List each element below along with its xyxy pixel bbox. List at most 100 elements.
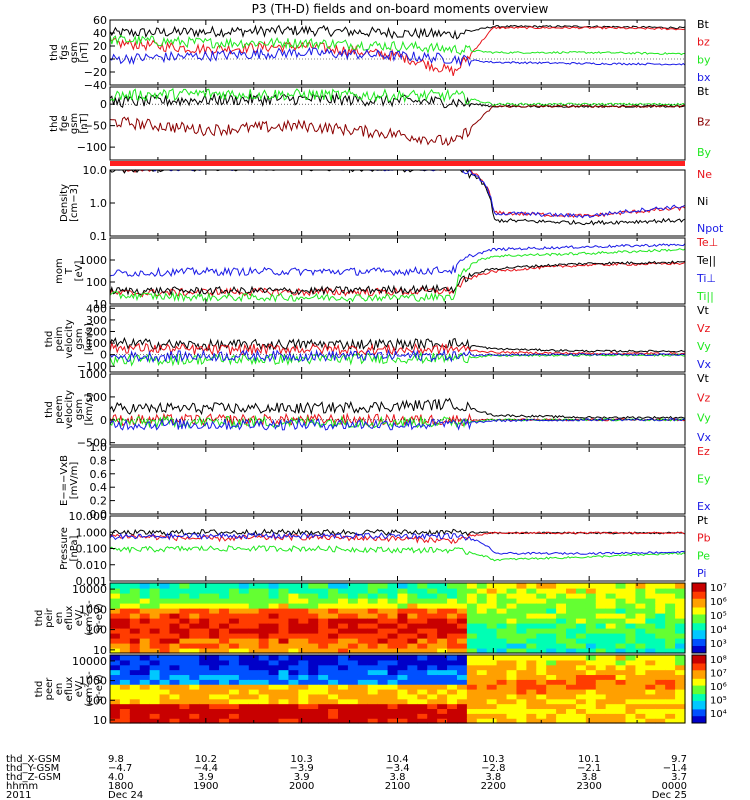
spectrogram-cell [397,598,409,604]
x-tick-value: Dec 24 [108,790,143,800]
spectrogram-cell [486,664,498,671]
spectrogram-cell [268,618,280,624]
spectrogram-cell [219,643,230,649]
spectrogram-cell [506,664,518,671]
spectrogram-cell [675,613,686,619]
spectrogram-cell [179,679,190,685]
spectrogram-cell [675,659,686,666]
spectrogram-cell [129,664,141,671]
spectrogram-cell [496,698,508,705]
spectrogram-cell [506,618,518,624]
spectrogram-cell [546,593,557,599]
spectrogram-cell [407,674,418,680]
spectrogram-cell [595,648,607,654]
spectrogram-cell [595,664,607,671]
spectrogram-cell [377,603,389,609]
spectrogram-cell [209,613,220,619]
spectrogram-cell [278,655,290,661]
spectrogram-cell [149,618,161,624]
y-tick-label: 0.100 [76,543,108,556]
spectrogram-cell [387,583,399,589]
colorbar-segment [692,628,706,631]
spectrogram-cell [466,674,478,680]
spectrogram-cell [139,638,151,644]
y-tick-label: 1.000 [76,526,108,539]
spectrogram-cell [228,648,240,654]
spectrogram-cell [417,603,428,609]
spectrogram-cell [427,713,438,719]
spectrogram-cell [189,623,200,629]
colorbar-segment [692,611,706,614]
spectrogram-cell [159,659,171,666]
spectrogram-cell [149,674,161,680]
spectrogram-cell [675,633,686,639]
spectrogram-cell [655,713,666,719]
y-tick-label: 10.0 [83,164,108,177]
x-row-label: thd_Z-GSM [6,772,61,783]
spectrogram-cell [675,623,686,629]
spectrogram-cell [595,628,607,634]
spectrogram-cell [189,648,200,654]
colorbar-segment [692,609,706,612]
spectrogram-cell [437,588,448,594]
spectrogram-cell [288,659,299,666]
spectrogram-cell [328,674,339,680]
spectrogram-cell [298,608,309,614]
spectrogram-cell [129,623,141,629]
spectrogram-cell [219,684,230,690]
spectrogram-cell [506,684,518,690]
spectrogram-cell [417,618,428,624]
series-line-Vx [109,416,686,431]
spectrogram-cell [278,593,290,599]
spectrogram-cell [675,628,686,634]
spectrogram-cell [635,638,646,644]
spectrogram-cell [556,613,567,619]
y-axis-title-line: [eV] [74,261,85,282]
spectrogram-cell [377,598,389,604]
spectrogram-cell [655,593,666,599]
spectrogram-cell [377,684,389,690]
spectrogram-cell [506,613,518,619]
spectrogram-cell [169,648,180,654]
spectrogram-cell [566,703,577,710]
spectrogram-cell [357,618,369,624]
colorbar-segment [692,632,706,635]
spectrogram-cell [605,708,617,714]
spectrogram-cell [110,608,121,614]
spectrogram-cell [407,598,418,604]
spectrogram-cell [466,669,478,676]
spectrogram-cell [139,718,151,724]
y-axis-title-line: peer [44,677,55,701]
spectrogram-cell [427,613,438,619]
spectrogram-cell [605,684,617,690]
spectrogram-cell [268,598,280,604]
panel-8: PtPbPePi10.0001.0000.1000.0100.001Pressu… [59,510,711,588]
spectrogram-cell [526,603,537,609]
x-tick-value: −3.4 [385,763,409,774]
spectrogram-cell [308,608,319,614]
spectrogram-cell [546,613,557,619]
spectrogram-cell [328,718,339,724]
spectrogram-cell [496,633,508,639]
spectrogram-cell [278,689,290,695]
spectrogram-cell [387,633,399,639]
spectrogram-cell [575,618,587,624]
spectrogram-cell [645,679,656,685]
y-axis-title-line: (cm²-s- [84,671,95,707]
spectrogram-cell [149,643,161,649]
spectrogram-cell [456,588,468,594]
spectrogram-cell [159,708,171,714]
spectrogram-cell [149,608,161,614]
colorbar-segment [692,633,706,636]
spectrogram-cell [397,684,409,690]
spectrogram-cell [228,638,240,644]
spectrogram-cell [179,638,190,644]
spectrogram-cell [119,633,131,639]
spectrogram-cell [179,703,190,710]
spectrogram-cell [318,689,329,695]
spectrogram-cell [397,603,409,609]
spectrogram-cell [159,689,171,695]
colorbar-segment [692,597,706,600]
spectrogram-cell [427,633,438,639]
series-line-Ti⊥ [109,243,686,278]
